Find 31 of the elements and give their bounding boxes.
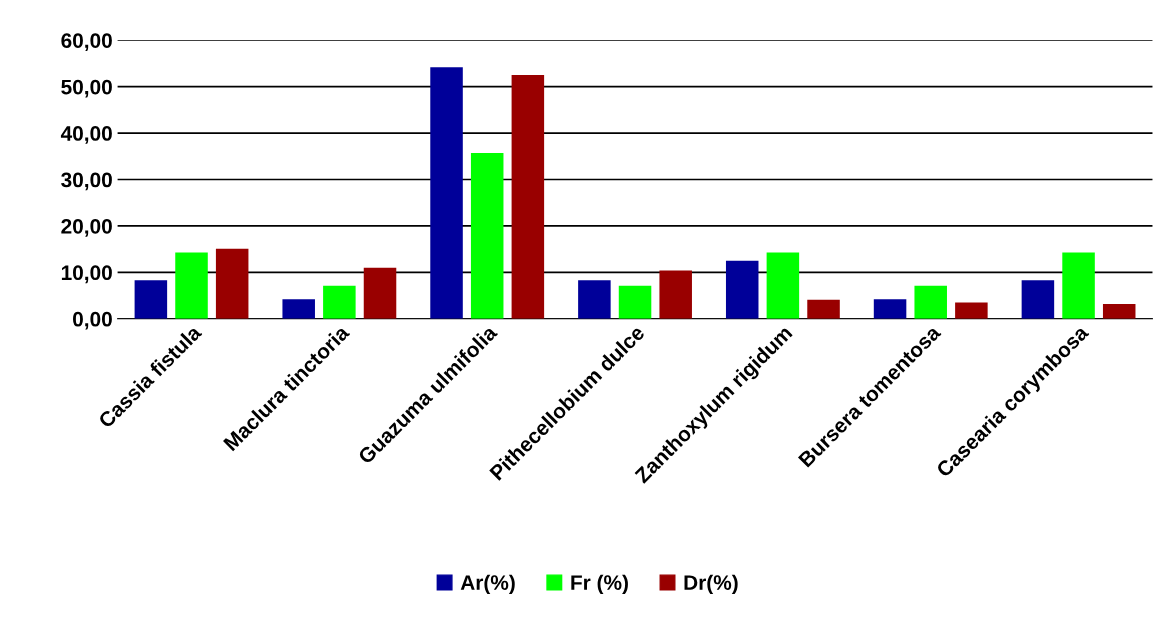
bar (215, 248, 249, 319)
bar (511, 75, 545, 319)
bar (1062, 252, 1095, 319)
y-tick-label: 30,00 (61, 172, 112, 191)
bar (873, 299, 907, 319)
legend-label: Fr (%) (571, 574, 628, 595)
y-tick-label: 50,00 (61, 79, 112, 98)
bar (1021, 280, 1055, 319)
bar (766, 252, 800, 319)
bar (618, 285, 652, 319)
legend-label: Dr(%) (684, 574, 738, 595)
bar (282, 299, 315, 319)
bar (430, 67, 463, 319)
bar (578, 280, 611, 319)
legend-label: Ar(%) (460, 574, 515, 595)
bar (363, 267, 397, 319)
bar (914, 285, 947, 319)
y-tick-label: 20,00 (61, 218, 112, 237)
y-tick-label: 40,00 (60, 126, 112, 144)
bar (175, 252, 208, 319)
bar (323, 285, 356, 319)
bar (725, 260, 759, 319)
bar (470, 153, 504, 319)
bar (659, 270, 692, 319)
bar (955, 302, 988, 319)
bar (134, 280, 168, 319)
y-tick-label: 10,00 (61, 265, 112, 284)
y-tick-label: 0,00 (73, 311, 112, 330)
bar (807, 299, 840, 319)
y-tick-label: 60,00 (61, 33, 112, 52)
bar (1102, 303, 1136, 319)
